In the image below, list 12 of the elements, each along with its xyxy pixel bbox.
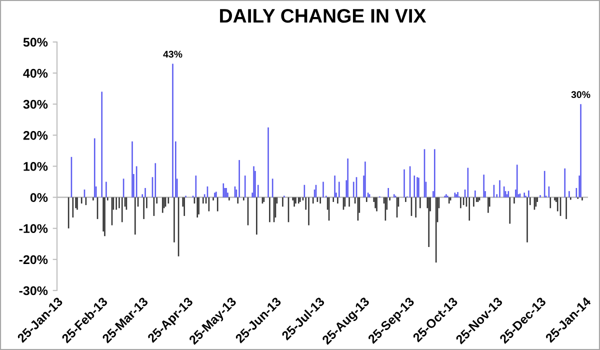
annotation: 43% bbox=[163, 50, 182, 58]
y-tick-label: -20% bbox=[19, 255, 48, 264]
y-tick-label: -10% bbox=[19, 224, 48, 234]
y-tick-label: 10% bbox=[24, 162, 48, 171]
y-tick-label: 0% bbox=[30, 193, 48, 202]
annotation: 30% bbox=[571, 91, 590, 98]
y-tick-label: 40% bbox=[23, 68, 48, 78]
y-tick-label: 20% bbox=[23, 130, 48, 140]
y-tick-label: 30% bbox=[23, 100, 48, 109]
y-tick-label: -30% bbox=[19, 286, 48, 296]
y-tick-label: 50% bbox=[23, 38, 48, 47]
chart-title: DAILY CHANGE IN VIX bbox=[220, 8, 426, 23]
